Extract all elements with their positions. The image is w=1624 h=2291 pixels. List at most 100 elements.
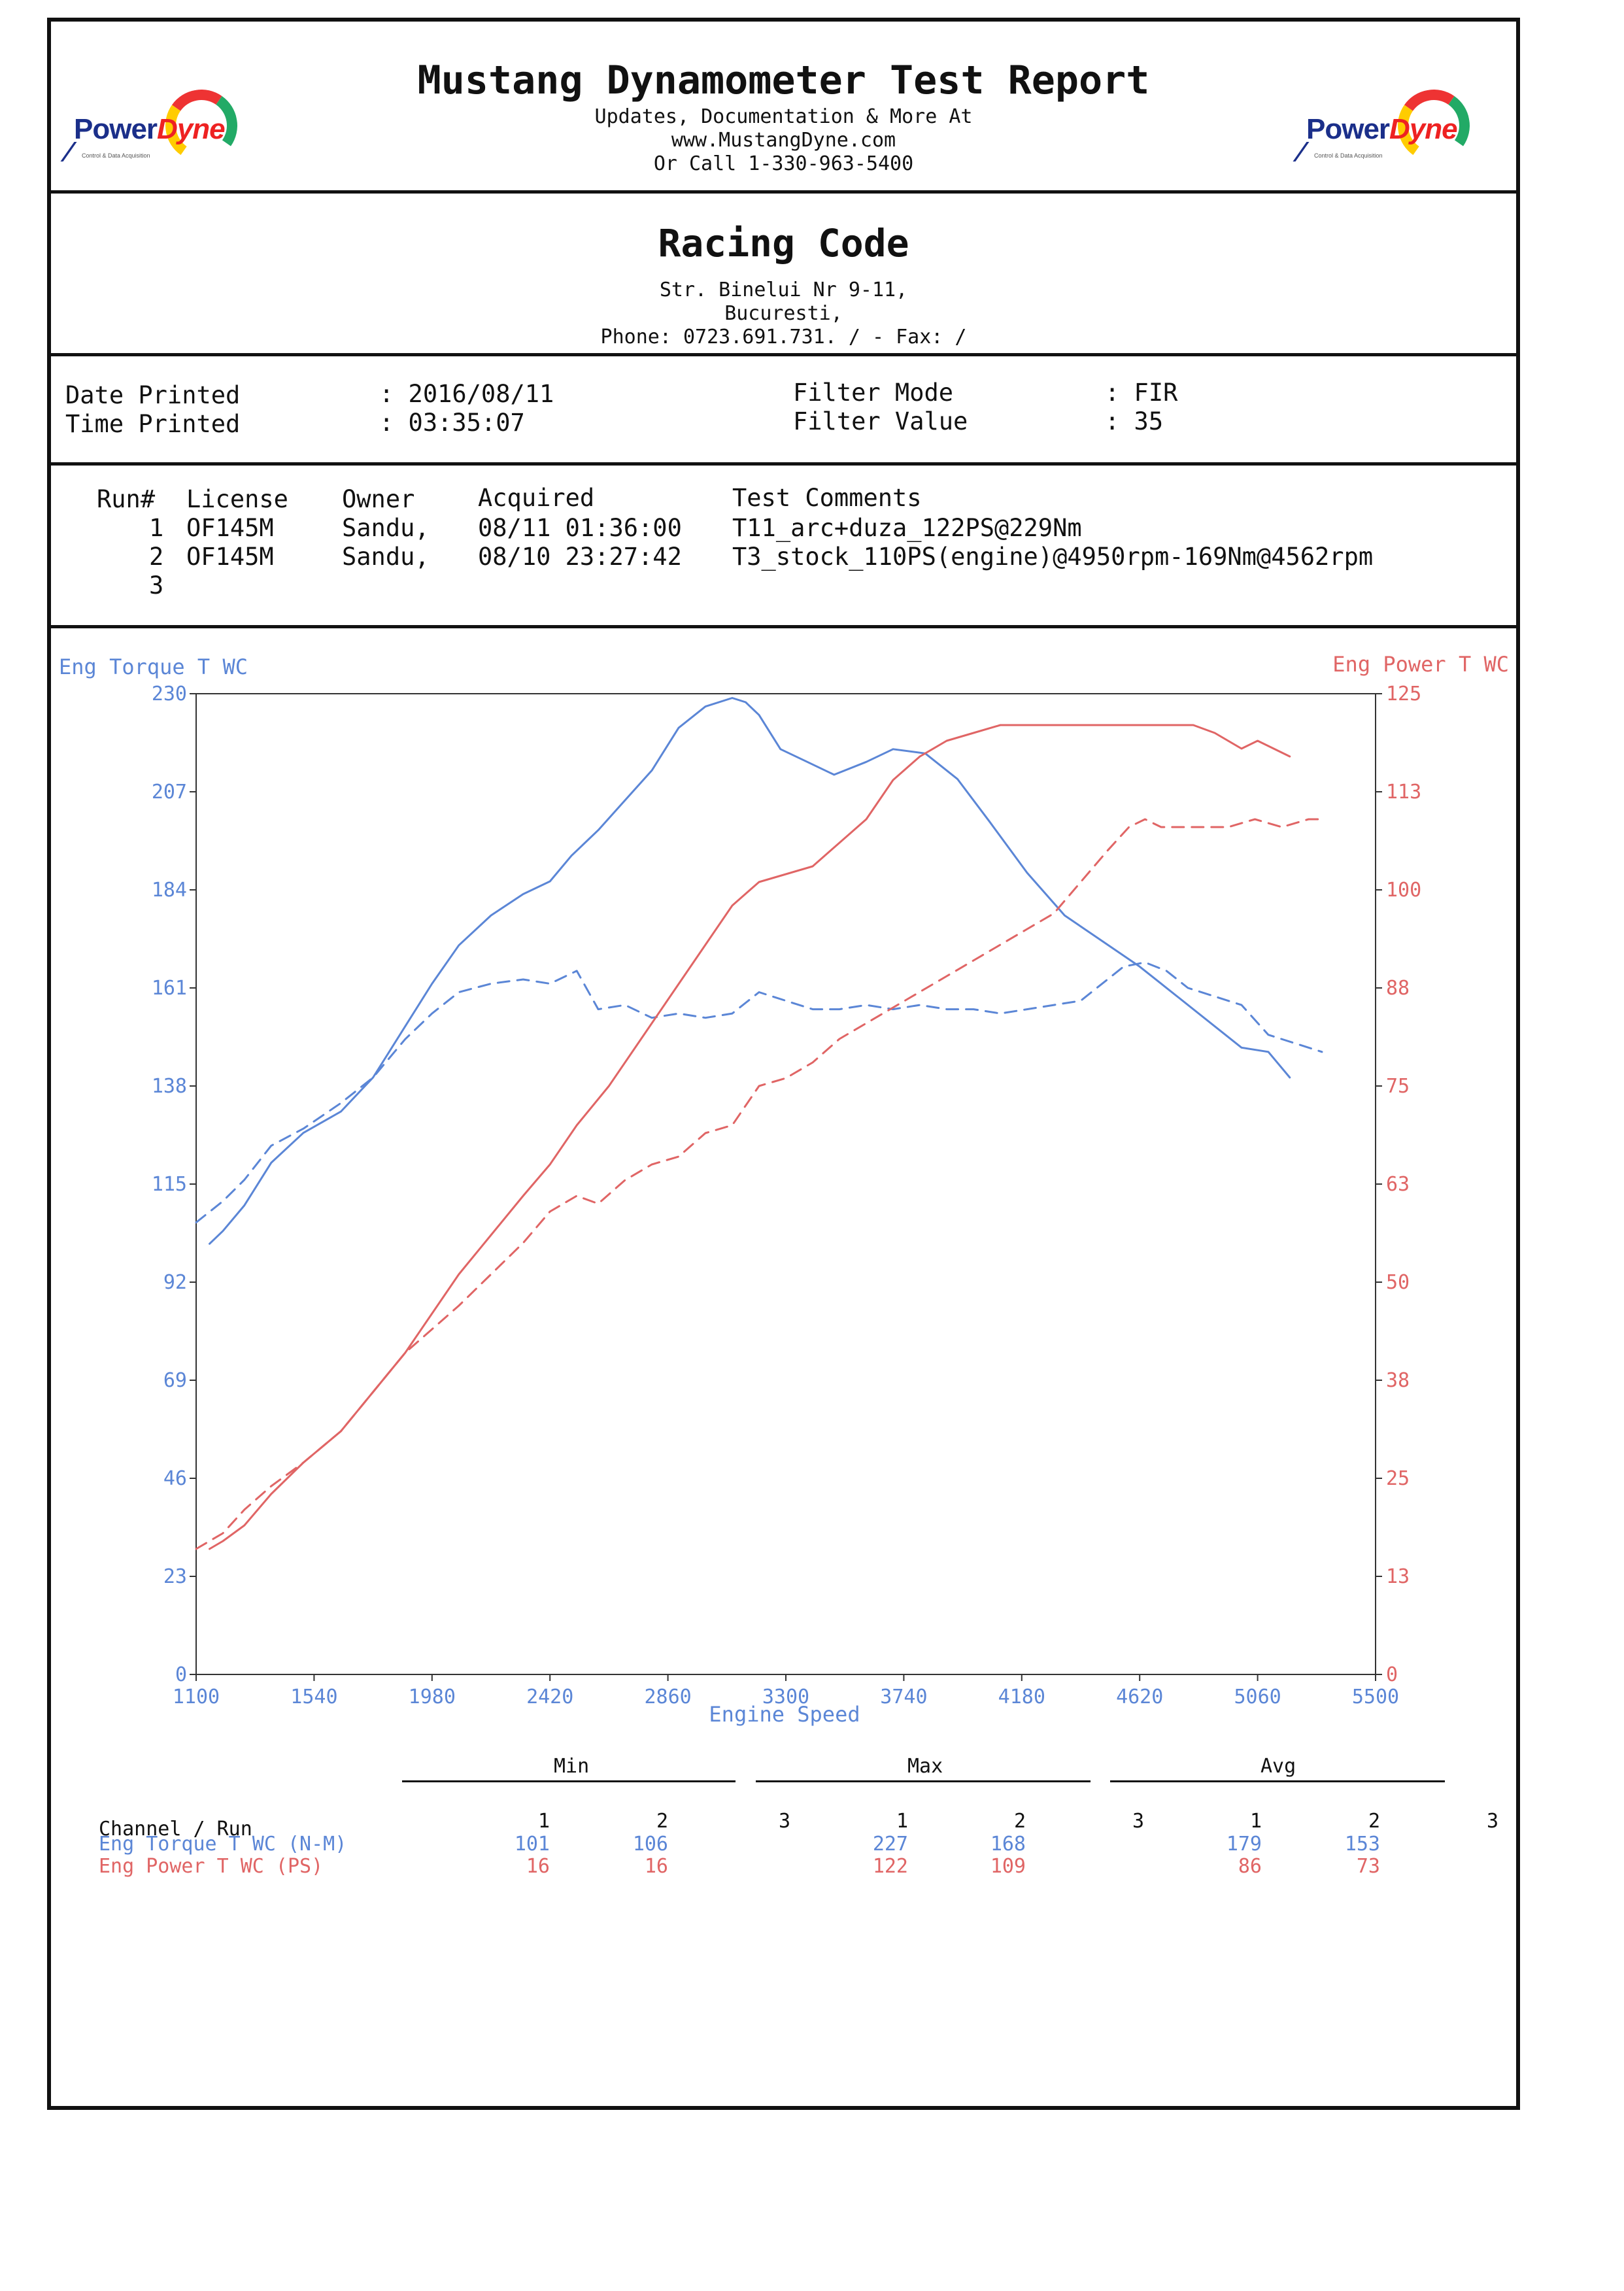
- x-tick-label: 2860: [644, 1686, 691, 1708]
- x-axis-ticks: 1100 1540 1980 2420 2860 3300 3740 4180 4620 5060…: [173, 1674, 1399, 1708]
- runs-header-license: License: [186, 485, 288, 513]
- run-2-license: OF145M: [186, 543, 274, 571]
- right-axis-title: Eng Power T WC: [1332, 652, 1509, 677]
- filter-mode-value: : FIR: [1105, 379, 1178, 407]
- stats-avg-header: Avg: [1260, 1755, 1296, 1778]
- stats-min-rule: [402, 1780, 736, 1782]
- logo-word: PowerDyne: [1306, 113, 1458, 145]
- filter-value-value: : 35: [1105, 407, 1164, 435]
- x-tick-label: 3300: [762, 1686, 809, 1708]
- stats-avg-rule: [1110, 1780, 1445, 1782]
- torque-run-1-line: [209, 697, 1291, 1245]
- dyno-chart: Eng Torque T WC Eng Power T WC Engine Sp…: [59, 652, 1509, 1727]
- right-tick-label: 25: [1386, 1467, 1410, 1490]
- stats-avg-value: 153: [1344, 1833, 1380, 1856]
- logo-word: PowerDyne: [74, 113, 226, 145]
- x-axis-title: Engine Speed: [709, 1702, 860, 1727]
- left-tick-label: 69: [163, 1369, 187, 1392]
- stats-row-torque-name: Eng Torque T WC (N-M): [99, 1833, 347, 1856]
- run-2-comments: T3_stock_110PS(engine)@4950rpm-169Nm@456…: [732, 543, 1374, 571]
- stats-max-value: 168: [990, 1833, 1026, 1856]
- powerdyne-logo-right: PowerDyne Control & Data Acquisition: [1293, 79, 1496, 171]
- stats-avg-value: 73: [1356, 1855, 1380, 1878]
- stats-max-header: Max: [907, 1755, 943, 1778]
- print-info-section: Date Printed Time Printed : 2016/08/11 :…: [51, 356, 1516, 466]
- report-title: Mustang Dynamometer Test Report: [417, 58, 1150, 103]
- stats-min-run-3-header: 3: [778, 1810, 790, 1833]
- logo-tagline: Control & Data Acquisition: [1314, 152, 1383, 159]
- left-tick-label: 230: [152, 683, 187, 705]
- right-tick-label: 100: [1386, 879, 1421, 902]
- run-2-owner: Sandu,: [342, 543, 430, 571]
- left-tick-label: 92: [163, 1271, 187, 1294]
- stats-row-power-name: Eng Power T WC (PS): [99, 1855, 324, 1878]
- stats-avg-value: 179: [1226, 1833, 1262, 1856]
- run-1-comments: T11_arc+duza_122PS@229Nm: [732, 514, 1082, 542]
- run-2-number: 2: [149, 543, 164, 571]
- right-tick-label: 50: [1386, 1271, 1410, 1294]
- chart-series: [195, 697, 1323, 1550]
- run-1-acquired: 08/11 01:36:00: [478, 514, 682, 542]
- shop-section: Racing Code Str. Binelui Nr 9-11, Bucure…: [51, 194, 1516, 356]
- header-updates-line: Updates, Documentation & More At: [594, 105, 973, 128]
- runs-header-owner: Owner: [342, 485, 415, 513]
- left-axis-title: Eng Torque T WC: [59, 654, 248, 679]
- power-run-2-line: [195, 818, 1323, 1550]
- x-tick-label: 3740: [880, 1686, 927, 1708]
- left-tick-label: 161: [152, 977, 187, 1000]
- stats-max-rule: [756, 1780, 1091, 1782]
- right-tick-label: 113: [1386, 781, 1421, 804]
- plot-frame: [195, 693, 1376, 1675]
- stats-max-run-2-header: 2: [1013, 1810, 1026, 1833]
- runs-header-comments: Test Comments: [732, 484, 922, 512]
- stats-min-run-1-header: 1: [537, 1810, 550, 1833]
- shop-phone-fax: Phone: 0723.691.731. / - Fax: /: [600, 326, 967, 348]
- stats-min-value: 16: [644, 1855, 668, 1878]
- stats-max-value: 109: [990, 1855, 1026, 1878]
- stats-min-run-2-header: 2: [656, 1810, 668, 1833]
- right-tick-label: 125: [1386, 683, 1421, 705]
- right-tick-label: 0: [1386, 1663, 1398, 1686]
- right-axis-ticks: 0 13 25 38 50 63 75 88 100 113 125: [1376, 683, 1421, 1686]
- run-1-number: 1: [149, 514, 164, 542]
- date-printed-value: : 2016/08/11: [379, 380, 554, 408]
- report-sheet: PowerDyne Control & Data Acquisition Mus…: [47, 18, 1520, 2110]
- shop-name: Racing Code: [658, 221, 909, 265]
- power-run-1-line: [209, 724, 1291, 1550]
- left-tick-label: 115: [152, 1173, 187, 1196]
- x-tick-label: 5500: [1352, 1686, 1399, 1708]
- run-1-owner: Sandu,: [342, 514, 430, 542]
- run-2-acquired: 08/10 23:27:42: [478, 543, 682, 571]
- stats-min-value: 101: [514, 1833, 550, 1856]
- right-tick-label: 88: [1386, 977, 1410, 1000]
- x-tick-label: 1980: [409, 1686, 456, 1708]
- time-printed-value: : 03:35:07: [379, 409, 525, 437]
- runs-header-acquired: Acquired: [478, 484, 595, 512]
- run-1-license: OF145M: [186, 514, 274, 542]
- x-tick-label: 5060: [1234, 1686, 1281, 1708]
- x-tick-label: 1100: [173, 1686, 220, 1708]
- shop-address-2: Bucuresti,: [724, 302, 843, 325]
- torque-run-2-line: [195, 961, 1323, 1224]
- filter-mode-label: Filter Mode: [793, 379, 954, 407]
- stats-min-header: Min: [554, 1755, 590, 1778]
- x-tick-label: 4620: [1116, 1686, 1163, 1708]
- header-phone: Or Call 1-330-963-5400: [653, 152, 914, 175]
- time-printed-label: Time Printed: [65, 410, 241, 438]
- left-tick-label: 46: [163, 1467, 187, 1490]
- x-tick-label: 4180: [998, 1686, 1045, 1708]
- stats-avg-run-1-header: 1: [1249, 1810, 1262, 1833]
- run-3-number: 3: [149, 571, 164, 600]
- left-tick-label: 0: [175, 1663, 187, 1686]
- left-tick-label: 184: [152, 879, 187, 902]
- filter-value-label: Filter Value: [793, 407, 968, 435]
- left-tick-label: 23: [163, 1565, 187, 1588]
- right-tick-label: 75: [1386, 1075, 1410, 1098]
- shop-address-1: Str. Binelui Nr 9-11,: [659, 279, 908, 301]
- stats-max-value: 122: [872, 1855, 908, 1878]
- left-tick-label: 138: [152, 1075, 187, 1098]
- left-tick-label: 207: [152, 781, 187, 804]
- x-tick-label: 2420: [526, 1686, 573, 1708]
- powerdyne-logo-left: PowerDyne Control & Data Acquisition: [60, 79, 263, 171]
- header-website: www.MustangDyne.com: [671, 129, 896, 152]
